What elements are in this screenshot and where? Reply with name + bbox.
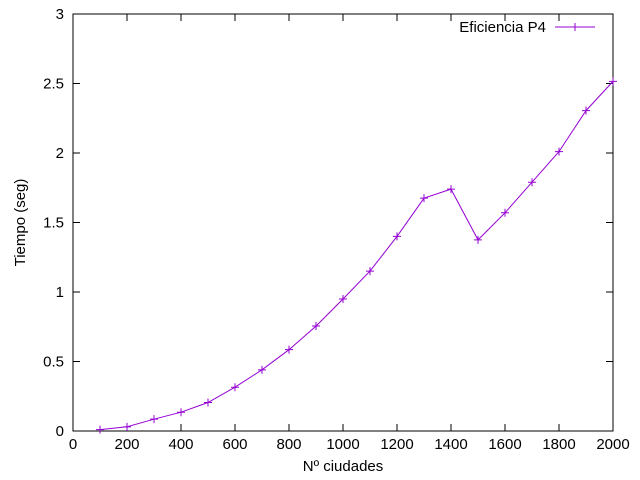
y-axis-label: Tiempo (seg) [12,179,29,267]
x-tick-label: 1600 [488,436,521,453]
legend-label: Eficiencia P4 [459,19,546,36]
x-tick-label: 400 [168,436,193,453]
data-point-marker [96,425,104,434]
data-point-marker [447,185,455,194]
data-point-marker [582,106,590,115]
data-point-marker [204,398,212,407]
data-point-marker [474,235,482,244]
data-point-marker [501,208,509,217]
x-tick-label: 800 [276,436,301,453]
x-tick-label: 1400 [434,436,467,453]
x-tick-label: 200 [114,436,139,453]
y-tick-label: 1.5 [43,215,64,232]
x-tick-label: 1200 [380,436,413,453]
y-tick-label: 3 [56,6,64,23]
y-tick-label: 0 [56,423,64,440]
data-point-marker [393,232,401,241]
data-point-marker [177,408,185,417]
data-point-marker [150,415,158,424]
series-layer [96,77,617,434]
plot-frame [72,13,614,432]
data-point-marker [258,365,266,374]
x-axis-label: Nº ciudades [303,458,384,475]
data-point-marker [609,77,617,86]
y-tick-label: 2 [56,145,64,162]
data-point-marker [123,422,131,431]
y-tick-label: 1 [56,284,64,301]
x-tick-label: 2000 [596,436,629,453]
data-point-marker [420,194,428,203]
data-point-marker [231,383,239,392]
data-point-marker [528,178,536,187]
series-line [99,81,614,431]
y-tick-label: 2.5 [43,76,64,93]
y-tick-label: 0.5 [43,354,64,371]
data-point-marker [339,294,347,303]
data-point-marker [555,147,563,156]
ticks-layer: 0 200 400 600 800 1000 1200 1400 1600 1800 2000 0 0.… [43,6,630,453]
x-tick-label: 1800 [542,436,575,453]
x-tick-label: 600 [222,436,247,453]
data-point-marker [366,267,374,276]
data-point-marker [285,345,293,354]
legend-marker [571,23,579,31]
data-point-marker [312,322,320,331]
legend: Eficiencia P4 [459,19,595,36]
x-tick-label: 1000 [326,436,359,453]
x-tick-label: 0 [69,436,77,453]
